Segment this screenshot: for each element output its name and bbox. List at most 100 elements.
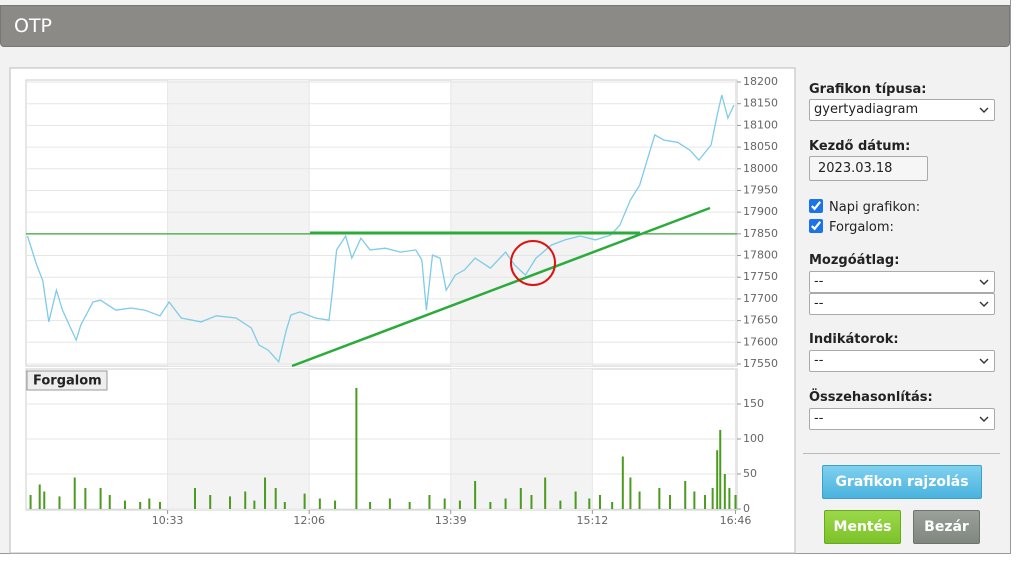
select-value: -- (814, 274, 824, 289)
label: Mozgóátlag: (809, 253, 900, 268)
volume-bar (158, 502, 161, 509)
volume-bar (264, 477, 267, 509)
select[interactable]: -- (809, 408, 995, 430)
volume-bar (621, 456, 624, 509)
select-value: -- (814, 411, 824, 426)
volume-bar (38, 484, 41, 509)
y-tick-label: 18100 (743, 118, 778, 131)
x-tick-label: 16:46 (720, 514, 752, 527)
y-tick-label: 17900 (743, 205, 778, 218)
select[interactable]: -- (809, 350, 995, 372)
volume-bar (84, 488, 87, 509)
volume-bar (29, 495, 32, 509)
volume-bar (318, 498, 321, 509)
y-tick-label: 18200 (743, 75, 778, 88)
volume-bar (244, 491, 247, 509)
volume-bar (209, 495, 212, 509)
y-tick-label: 50 (743, 467, 757, 480)
y-tick-label: 17550 (743, 357, 778, 370)
plot-area (25, 79, 738, 367)
volume-bar (638, 491, 641, 509)
volume-bar (629, 477, 632, 509)
volume-bar (504, 498, 507, 509)
close-button[interactable]: Bezár (913, 510, 980, 544)
x-tick-label: 10:33 (152, 514, 184, 527)
y-tick-label: 0 (743, 502, 750, 515)
volume-bar (574, 491, 577, 509)
volume-bar (443, 498, 446, 509)
volume-bar (519, 488, 522, 509)
volume-bar (108, 495, 111, 509)
volume-bar (588, 498, 591, 509)
select[interactable]: -- (809, 271, 995, 293)
volume-bar (99, 488, 102, 509)
volume-bar (711, 488, 714, 509)
volume-bar (428, 495, 431, 509)
label: Összehasonlítás: (809, 390, 933, 405)
volume-bar (355, 387, 358, 509)
checkbox[interactable] (809, 199, 823, 213)
volume-bar (704, 495, 707, 509)
x-tick-label: 12:06 (293, 514, 325, 527)
y-tick-label: 18000 (743, 162, 778, 175)
volume-bar (719, 429, 722, 509)
volume-bar (148, 498, 151, 509)
select[interactable]: -- (809, 293, 995, 315)
separator (803, 453, 1000, 454)
volume-bar (723, 474, 726, 509)
select-value: -- (814, 296, 824, 311)
volume-bar (334, 500, 337, 509)
volume-bar (388, 498, 391, 509)
y-tick-label: 17950 (743, 183, 778, 196)
checkbox-row: Forgalom: (809, 219, 894, 235)
drawn-circle (510, 240, 556, 286)
chevron (979, 107, 989, 113)
session-band (450, 80, 593, 366)
price-line (26, 94, 735, 364)
volume-bar (274, 488, 277, 509)
date-value: 2023.03.18 (818, 161, 893, 176)
y-tick-label: 18150 (743, 97, 778, 110)
volume-bar (458, 500, 461, 509)
volume-bar (408, 502, 411, 509)
volume-bar (73, 477, 76, 509)
drawn-trend-line (291, 206, 711, 368)
chevron (979, 301, 989, 307)
volume-bar (303, 493, 306, 509)
checkbox-label: Forgalom: (829, 220, 894, 235)
volume-bar (474, 481, 477, 509)
volume-bar (229, 496, 232, 509)
y-tick-label: 17850 (743, 227, 778, 240)
volume-bar (598, 495, 601, 509)
checkbox[interactable] (809, 219, 823, 233)
label: Grafikon típusa: (809, 82, 927, 97)
select-value: gyertyadiagram (814, 102, 919, 117)
select[interactable]: gyertyadiagram (809, 99, 995, 121)
date-input[interactable]: 2023.03.18 (809, 156, 928, 181)
x-tick-label: 13:39 (435, 514, 467, 527)
volume-bar (193, 488, 196, 509)
volume-label-box (26, 370, 108, 391)
volume-bar (489, 502, 492, 509)
checkbox-row: Napi grafikon: (809, 199, 920, 215)
volume-bar (58, 496, 61, 509)
y-tick-label: 17800 (743, 249, 778, 262)
y-tick-label: 17600 (743, 335, 778, 348)
volume-bar (559, 500, 562, 509)
y-tick-label: 18050 (743, 140, 778, 153)
volume-bar (43, 491, 46, 509)
volume-bar (369, 502, 372, 509)
volume-bar (728, 488, 731, 509)
x-tick-label: 15:12 (577, 514, 609, 527)
volume-bar (716, 450, 719, 509)
draw-button[interactable]: Grafikon rajzolás (822, 465, 982, 499)
y-tick-label: 17700 (743, 292, 778, 305)
chart: 10:33 12:06 13:39 15:12 16:46 17550 17600 17650… (9, 67, 796, 554)
label: Kezdő dátum: (809, 139, 911, 154)
volume-bar (658, 488, 661, 509)
volume-bar (283, 502, 286, 509)
save-button[interactable]: Mentés (824, 510, 901, 544)
chevron (979, 358, 989, 364)
volume-bar (139, 502, 142, 509)
